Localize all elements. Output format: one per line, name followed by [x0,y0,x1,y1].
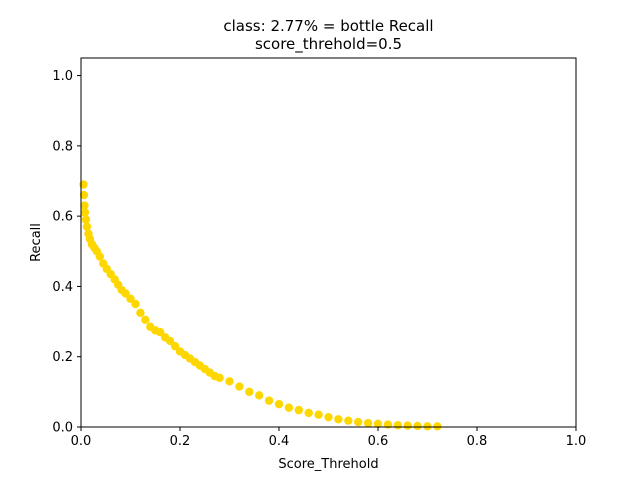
y-tick-label: 0.2 [52,350,73,365]
x-tick-label: 0.6 [368,434,389,449]
data-point [95,252,105,261]
x-tick-label: 0.8 [467,434,488,449]
data-point [314,410,323,419]
data-point [80,201,89,210]
data-point [82,222,92,231]
data-point [80,208,90,217]
data-point [225,377,234,386]
y-tick-label: 0.4 [52,280,73,295]
data-point [165,336,175,346]
data-point [304,408,313,418]
data-point [373,419,383,429]
data-point [354,417,363,427]
data-point [215,373,224,382]
y-tick-label: 0.0 [52,421,73,436]
x-tick-label: 0.2 [170,434,191,449]
data-point [363,418,373,428]
data-point [255,391,264,400]
data-point [79,190,89,200]
data-point [141,315,150,325]
data-point [423,422,432,431]
data-point [334,415,343,424]
chart-subtitle: score_threhold=0.5 [254,35,403,53]
y-axis-label: Recall [29,223,44,262]
y-tick-label: 0.8 [52,139,73,154]
data-point [264,396,274,405]
data-point [324,412,333,422]
y-tick-label: 0.6 [52,210,73,225]
y-tick-label: 1.0 [52,69,73,84]
data-point [235,382,244,391]
x-axis-label: Score_Threhold [278,457,378,472]
data-point [433,422,442,431]
data-point [126,294,135,303]
data-point [274,399,284,409]
x-tick-label: 0.0 [71,434,92,449]
data-point [121,289,130,298]
data-point [413,421,422,431]
data-point [81,215,91,224]
data-point [403,421,412,430]
data-point [344,416,353,425]
data-point [131,299,140,309]
data-point [284,403,294,412]
data-point [294,405,303,415]
plot-frame [80,57,577,428]
data-point [170,341,180,351]
data-point [136,308,145,317]
data-point [245,387,254,397]
data-point [393,421,402,430]
data-point [156,327,165,337]
chart-title: class: 2.77% = bottle Recall [223,17,434,35]
x-tick-label: 0.4 [269,434,290,449]
x-tick-label: 1.0 [566,434,587,449]
